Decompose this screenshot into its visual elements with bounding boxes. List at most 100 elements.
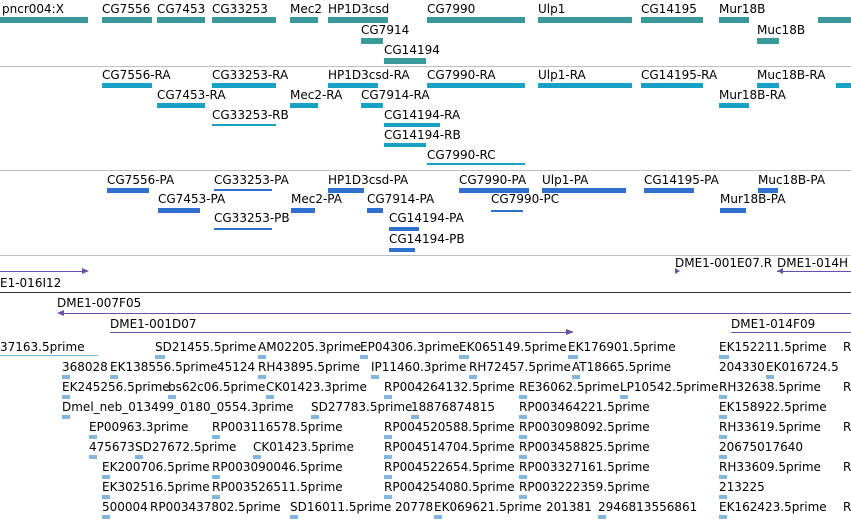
est-feature[interactable] (519, 495, 527, 499)
est-label[interactable]: 18876874815 (411, 400, 495, 414)
rna-label[interactable]: CG14195-RA (641, 68, 718, 82)
gene-feature[interactable] (0, 17, 88, 23)
rna-feature[interactable] (427, 163, 525, 165)
est-feature[interactable] (258, 375, 266, 379)
gene-label[interactable]: CG14195 (641, 2, 697, 16)
rna-feature[interactable] (384, 143, 426, 147)
protein-feature[interactable] (214, 228, 272, 230)
protein-label[interactable]: CG33253-PA (214, 173, 289, 187)
protein-feature[interactable] (158, 208, 200, 213)
est-feature[interactable] (371, 375, 379, 379)
est-label[interactable]: RH33609.5prime (719, 460, 821, 474)
est-label[interactable]: RP003098092.5prime (519, 420, 650, 434)
est-label[interactable]: RP003464221.5prime (519, 400, 650, 414)
est-label[interactable]: EK158922.5prime (719, 400, 827, 414)
protein-label[interactable]: CG33253-PB (214, 211, 290, 225)
protein-feature[interactable] (367, 208, 383, 213)
est-label[interactable]: 20675017640 (719, 440, 803, 454)
est-label[interactable]: EP00963.3prime (89, 420, 189, 434)
protein-label[interactable]: Ulp1-PA (542, 173, 589, 187)
est-feature[interactable] (459, 355, 469, 359)
est-feature[interactable] (0, 355, 98, 356)
est-label[interactable]: RP003458825.5prime (519, 440, 650, 454)
est-feature[interactable] (719, 515, 727, 519)
gene-feature[interactable] (538, 17, 632, 23)
est-feature[interactable] (519, 415, 527, 419)
est-feature[interactable] (155, 355, 165, 359)
est-label[interactable]: RH72457.5prime (469, 360, 571, 374)
est-feature[interactable] (519, 455, 527, 459)
rna-label[interactable]: CG7453-RA (157, 88, 226, 102)
est-label[interactable]: RP004264132.5prime (384, 380, 515, 394)
est-feature[interactable] (519, 435, 527, 439)
est-label[interactable]: R (843, 500, 851, 514)
protein-feature[interactable] (758, 188, 778, 193)
rna-label[interactable]: CG7914-RA (361, 88, 430, 102)
est-feature[interactable] (384, 455, 392, 459)
est-feature[interactable] (719, 415, 727, 419)
est-feature[interactable] (719, 395, 727, 399)
est-label[interactable]: RP003116578.5prime (212, 420, 343, 434)
protein-feature[interactable] (328, 188, 364, 193)
est-label[interactable]: AM02205.3prime (258, 340, 362, 354)
rna-feature[interactable] (757, 83, 779, 88)
est-label[interactable]: R (843, 340, 851, 354)
gene-feature[interactable] (328, 17, 388, 23)
est-feature[interactable] (360, 355, 368, 359)
gene-label[interactable]: CG14194 (384, 43, 440, 57)
rna-feature[interactable] (328, 83, 378, 88)
est-label[interactable]: 368028 (62, 360, 108, 374)
rna-label[interactable]: Ulp1-RA (538, 68, 586, 82)
protein-label[interactable]: CG7453-PA (158, 192, 226, 206)
protein-label[interactable]: CG14194-PB (389, 232, 465, 246)
est-feature[interactable] (102, 495, 110, 499)
est-feature[interactable] (434, 515, 442, 519)
est-feature[interactable] (384, 395, 392, 399)
est-label[interactable]: IP11460.3prime (371, 360, 467, 374)
est-feature[interactable] (519, 475, 527, 479)
gene-feature[interactable] (641, 17, 703, 23)
est-label[interactable]: EK016724.5 (766, 360, 839, 374)
est-feature[interactable] (568, 355, 578, 359)
protein-label[interactable]: HP1D3csd-PA (328, 173, 409, 187)
protein-feature[interactable] (644, 188, 694, 193)
rna-feature[interactable] (212, 124, 276, 126)
est-label[interactable]: CK01423.3prime (266, 380, 367, 394)
gene-label[interactable]: CG7556 (102, 2, 151, 16)
est-label[interactable]: EK069621.5prime (434, 500, 542, 514)
est-feature[interactable] (384, 495, 392, 499)
gene-label[interactable]: Mur18B (719, 2, 766, 16)
rna-label[interactable]: CG7990-RA (427, 68, 496, 82)
est-feature[interactable] (519, 395, 527, 399)
gene-feature[interactable] (290, 17, 318, 23)
gene-feature[interactable] (102, 17, 152, 23)
bac-feature[interactable] (64, 313, 851, 314)
protein-label[interactable]: CG7990-PC (491, 192, 560, 206)
est-feature[interactable] (258, 355, 266, 359)
est-label[interactable]: 201381 (546, 500, 592, 514)
bac-label[interactable]: DME1-001E07.R (675, 256, 773, 270)
est-feature[interactable] (212, 495, 220, 499)
rna-label[interactable]: Muc18B-RA (757, 68, 826, 82)
rna-feature[interactable] (719, 103, 749, 108)
est-label[interactable]: LP10542.5prime (620, 380, 719, 394)
est-label[interactable]: RP004514704.5prime (384, 440, 515, 454)
est-label[interactable]: EK065149.5prime (459, 340, 567, 354)
gene-label[interactable]: Ulp1 (538, 2, 566, 16)
rna-feature[interactable] (102, 83, 152, 88)
est-feature[interactable] (102, 515, 110, 519)
est-label[interactable]: RH33619.5prime (719, 420, 821, 434)
gene-label[interactable]: CG7914 (361, 23, 410, 37)
est-label[interactable]: EK152211.5prime (719, 340, 827, 354)
est-label[interactable]: EP04306.3prime (360, 340, 460, 354)
est-label[interactable]: 500004 (102, 500, 148, 514)
gene-label[interactable]: HP1D3csd (328, 2, 390, 16)
gene-feature[interactable] (212, 17, 276, 23)
est-label[interactable]: RH32638.5prime (719, 380, 821, 394)
est-label[interactable]: RP003222359.5prime (519, 480, 650, 494)
est-label[interactable]: Dmel_neb_013499_0180_0554.3prime (62, 400, 294, 414)
bac-label[interactable]: DME1-001D07 (110, 317, 197, 331)
est-label[interactable]: CK01423.5prime (253, 440, 354, 454)
est-label[interactable]: RP004254080.5prime (384, 480, 515, 494)
protein-feature[interactable] (107, 188, 149, 193)
